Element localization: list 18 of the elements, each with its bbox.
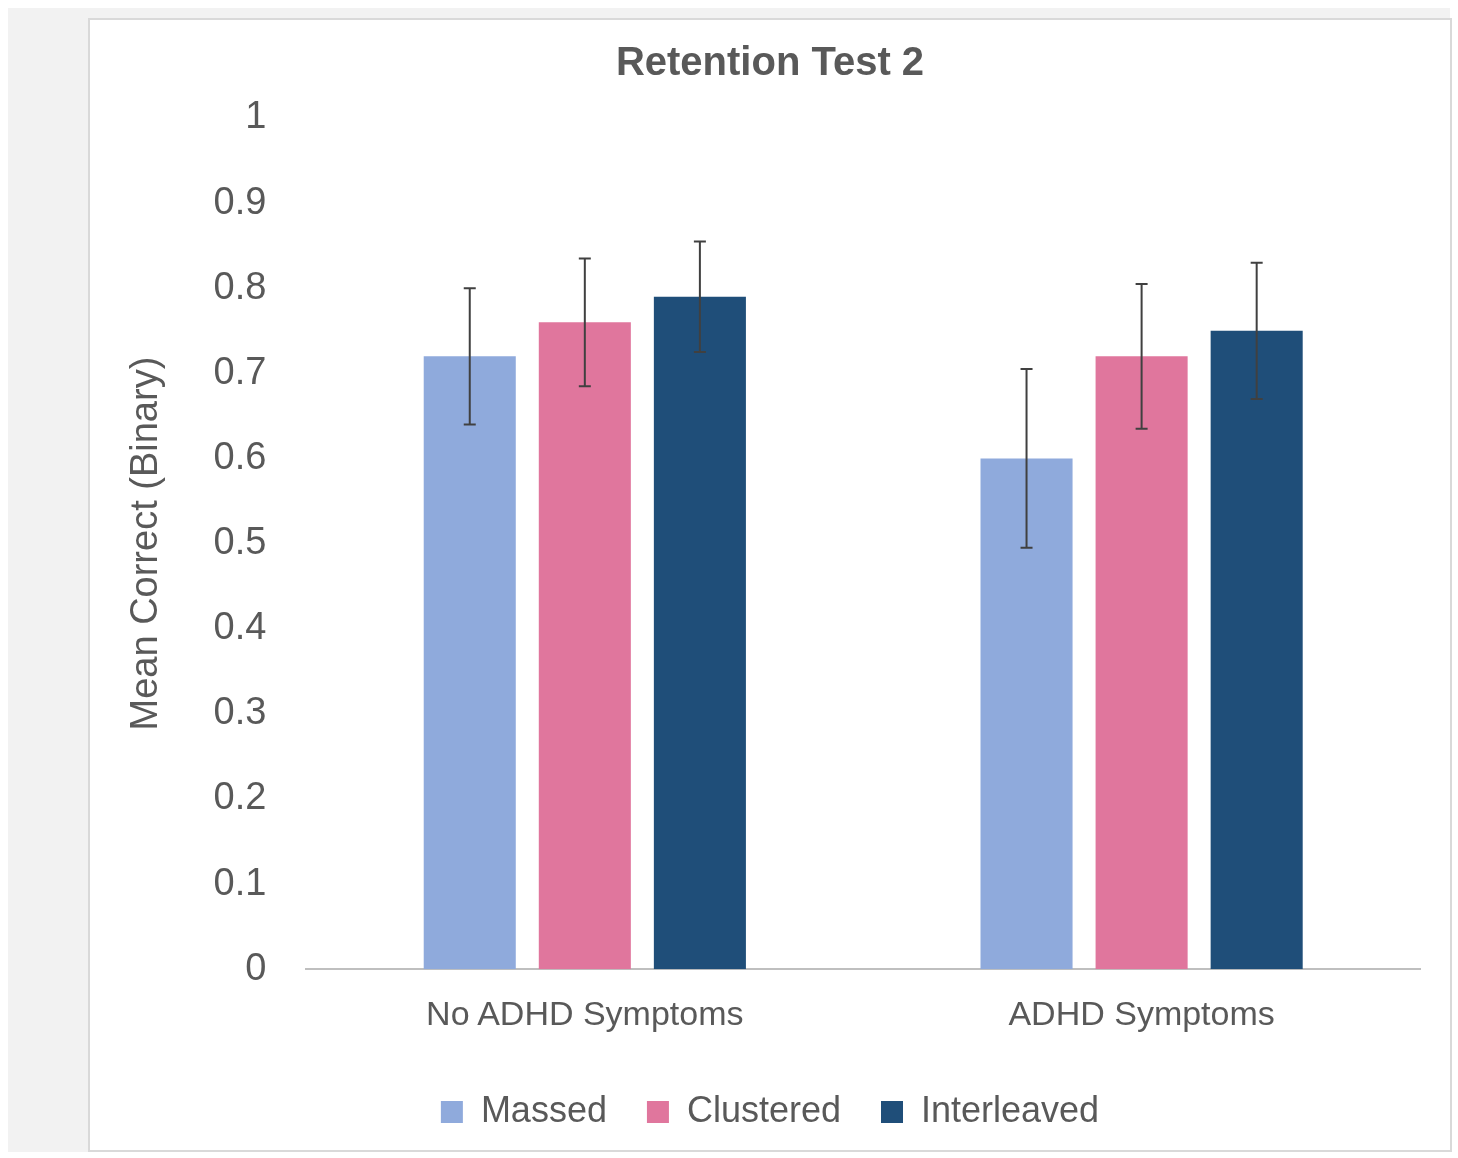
legend-label: Massed bbox=[480, 1088, 607, 1130]
y-tick-label: 0.4 bbox=[213, 605, 267, 648]
y-tick-label: 0.5 bbox=[213, 520, 267, 563]
y-tick-label: 0.1 bbox=[213, 860, 267, 903]
x-tick-label: No ADHD Symptoms bbox=[426, 993, 744, 1032]
legend-label: Interleaved bbox=[921, 1088, 1100, 1130]
y-axis-title: Mean Correct (Binary) bbox=[123, 356, 166, 731]
y-tick-label: 0.3 bbox=[213, 690, 267, 733]
y-tick-label: 0.2 bbox=[213, 775, 267, 818]
x-tick-label: ADHD Symptoms bbox=[1008, 993, 1275, 1032]
y-tick-label: 1 bbox=[245, 94, 267, 137]
y-tick-label: 0.7 bbox=[213, 349, 267, 392]
y-tick-label: 0 bbox=[245, 945, 267, 988]
y-tick-label: 0.8 bbox=[213, 264, 267, 307]
chart-title: Retention Test 2 bbox=[615, 39, 925, 84]
y-tick-label: 0.6 bbox=[213, 434, 267, 477]
legend-label: Clustered bbox=[686, 1088, 842, 1130]
y-tick-label: 0.9 bbox=[213, 179, 267, 222]
